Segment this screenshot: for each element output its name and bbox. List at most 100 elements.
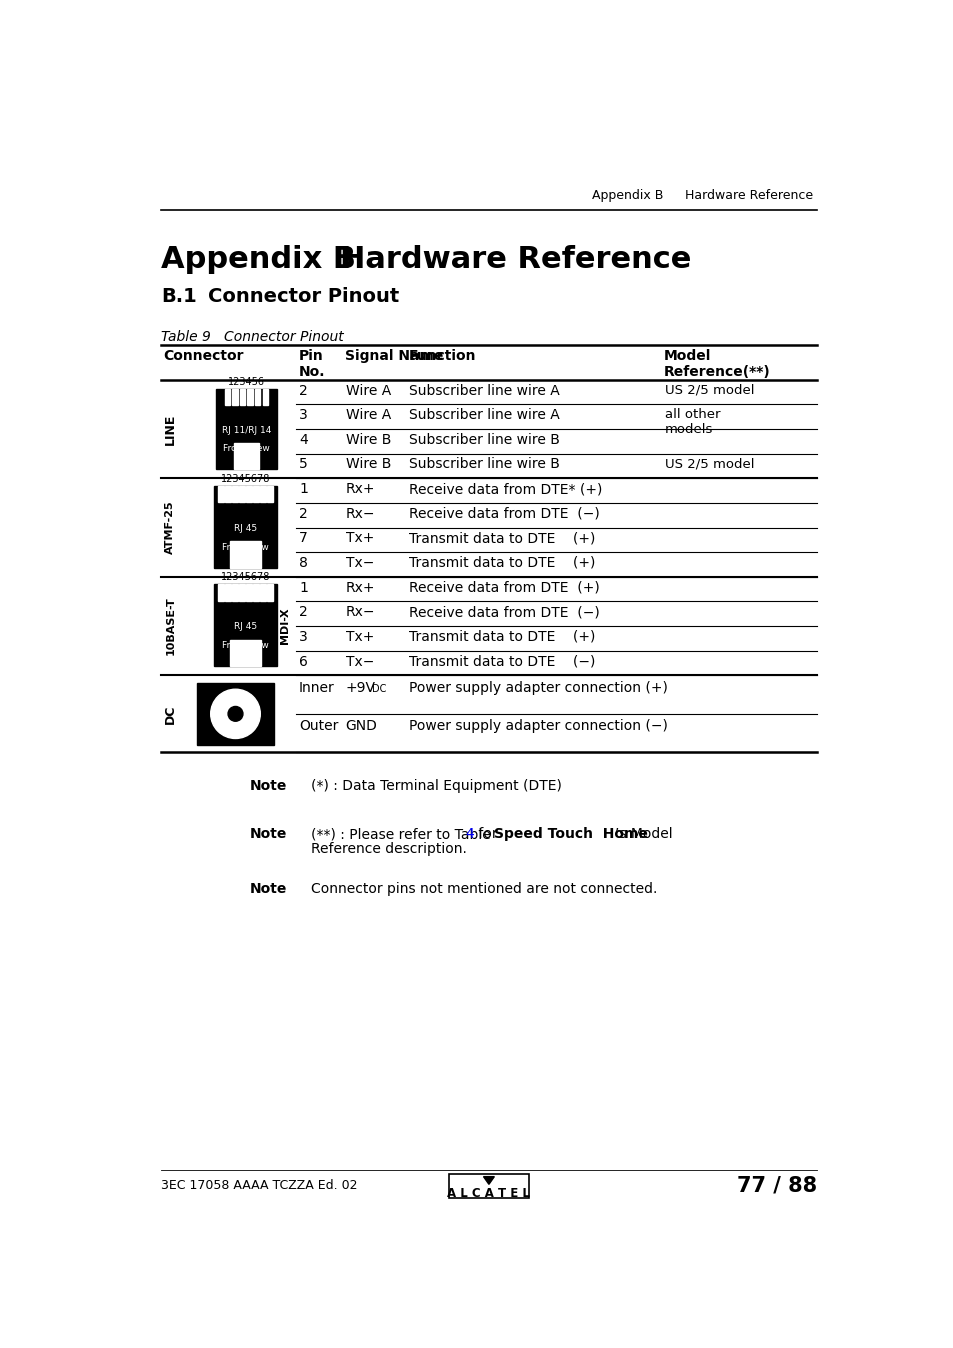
Text: LINE: LINE [164,414,176,445]
Text: A L C A T E L: A L C A T E L [447,1186,530,1200]
Text: Subscriber line wire A: Subscriber line wire A [409,384,559,398]
Text: 2: 2 [298,384,308,398]
Text: Transmit data to DTE    (+): Transmit data to DTE (+) [409,531,595,546]
Text: Pin
No.: Pin No. [298,349,324,379]
Text: 123456: 123456 [228,376,265,387]
Text: Tx+: Tx+ [345,630,374,644]
Text: B.1: B.1 [161,287,196,306]
Text: Inner: Inner [298,681,335,694]
Text: ATMF-25: ATMF-25 [165,500,175,554]
Text: 7: 7 [298,531,308,546]
Text: all other
models: all other models [664,408,720,437]
Text: Hardware Reference: Hardware Reference [340,245,691,274]
Text: (*) : Data Terminal Equipment (DTE): (*) : Data Terminal Equipment (DTE) [311,779,561,794]
Bar [239,585,245,601]
Text: DC: DC [164,704,176,724]
Text: US 2/5 model: US 2/5 model [664,384,754,396]
Bar [232,485,237,503]
Text: DC: DC [372,683,386,694]
Text: Subscriber line wire B: Subscriber line wire B [409,457,559,472]
Bar [233,443,259,469]
Text: US 2/5 model: US 2/5 model [664,457,754,470]
Bar [260,485,266,503]
Text: RJ 45: RJ 45 [233,524,257,532]
Bar [225,485,231,503]
Text: Appendix B: Appendix B [161,245,355,274]
Text: Appendix B: Appendix B [592,189,662,202]
Bar [218,585,224,601]
Text: Note: Note [249,883,287,896]
Text: 12345678: 12345678 [221,473,270,484]
Text: Power supply adapter connection (−): Power supply adapter connection (−) [409,720,667,733]
Text: Connector Pinout: Connector Pinout [224,330,343,344]
Bar [239,390,245,404]
Text: 2: 2 [298,507,308,520]
Bar [225,585,231,601]
Text: Power supply adapter connection (+): Power supply adapter connection (+) [409,681,667,694]
Text: Tx−: Tx− [345,555,374,570]
Bar [246,585,252,601]
Text: Receive data from DTE  (−): Receive data from DTE (−) [409,507,599,520]
Bar [247,390,253,404]
Polygon shape [483,1177,494,1185]
Text: Outer: Outer [298,720,338,733]
Text: Transmit data to DTE    (+): Transmit data to DTE (+) [409,630,595,644]
Bar [213,485,277,568]
Bar [230,640,260,666]
Text: Receive data from DTE  (−): Receive data from DTE (−) [409,605,599,619]
Text: +9V: +9V [345,681,375,694]
Text: GND: GND [345,720,377,733]
Text: 4: 4 [464,828,473,841]
Text: Connector Pinout: Connector Pinout [208,287,399,306]
Text: 8: 8 [298,555,308,570]
Text: Model
Reference(**): Model Reference(**) [663,349,770,379]
Text: Hardware Reference: Hardware Reference [684,189,812,202]
Text: Function: Function [408,349,476,363]
Text: 12345678: 12345678 [221,572,270,582]
Text: Rx+: Rx+ [345,581,375,594]
Bar [262,390,268,404]
Text: Wire B: Wire B [345,433,391,446]
Text: for: for [474,828,501,841]
Bar [232,585,237,601]
Bar [253,585,259,601]
Text: Front view: Front view [222,642,269,650]
Text: 1: 1 [298,581,308,594]
Text: Note: Note [249,779,287,794]
Text: Front view: Front view [222,543,269,551]
Text: Rx−: Rx− [345,507,375,520]
Text: 3EC 17058 AAAA TCZZA Ed. 02: 3EC 17058 AAAA TCZZA Ed. 02 [161,1180,357,1193]
Bar [254,390,260,404]
Bar [230,542,260,568]
Bar [246,485,252,503]
Text: 4: 4 [298,433,308,446]
Text: MDI-X: MDI-X [280,608,290,644]
Text: 5: 5 [298,457,308,472]
Bar [448,1174,529,1198]
Bar [239,485,245,503]
Text: Wire A: Wire A [345,384,391,398]
Text: Reference description.: Reference description. [311,841,467,856]
Bar [267,585,273,601]
Text: Rx−: Rx− [345,605,375,619]
Text: Tx+: Tx+ [345,531,374,546]
Text: 3: 3 [298,630,308,644]
Text: RJ 45: RJ 45 [233,623,257,631]
Text: Transmit data to DTE    (+): Transmit data to DTE (+) [409,555,595,570]
Bar [196,683,274,744]
Text: Subscriber line wire A: Subscriber line wire A [409,408,559,422]
Bar [253,485,259,503]
Text: 10BASE-T: 10BASE-T [165,597,175,655]
Bar [267,485,273,503]
Text: (**) : Please refer to Table: (**) : Please refer to Table [311,828,495,841]
Text: 6: 6 [298,655,308,669]
Text: Front view: Front view [223,445,270,453]
Text: Wire B: Wire B [345,457,391,472]
Bar [213,585,277,666]
Bar [216,390,276,469]
Text: Speed Touch  Home: Speed Touch Home [493,828,647,841]
Circle shape [211,689,260,739]
Bar [233,390,237,404]
Bar [218,485,224,503]
Circle shape [228,706,243,721]
